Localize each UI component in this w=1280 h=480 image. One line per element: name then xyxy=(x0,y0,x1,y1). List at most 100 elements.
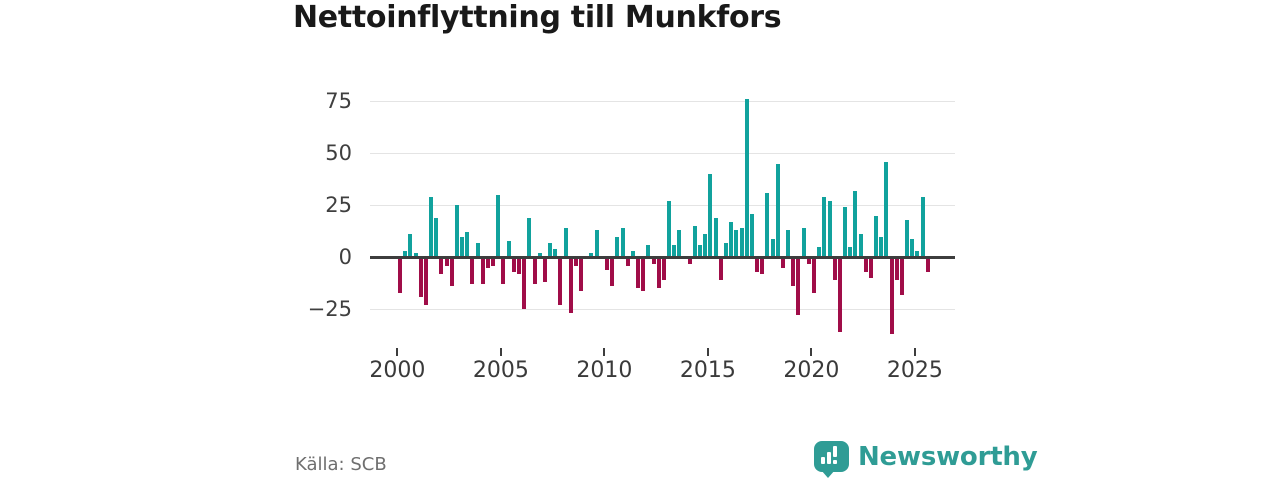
gridline xyxy=(370,308,955,310)
x-axis-label: 2005 xyxy=(472,358,529,383)
bar-positive xyxy=(454,205,459,258)
bar-positive xyxy=(620,228,625,258)
bar-positive xyxy=(770,238,775,258)
gridline xyxy=(370,100,955,102)
bar-negative xyxy=(397,257,402,293)
bar-negative xyxy=(573,257,578,266)
source-note: Källa: SCB xyxy=(295,454,387,475)
bar-positive xyxy=(858,234,863,258)
bar-negative xyxy=(610,257,615,287)
bar-positive xyxy=(920,197,925,258)
bar-negative xyxy=(687,257,692,264)
bar-negative xyxy=(522,257,527,310)
x-axis-label: 2010 xyxy=(576,358,633,383)
bar-negative xyxy=(791,257,796,287)
bar-positive xyxy=(729,221,734,258)
bar-positive xyxy=(874,215,879,258)
bar-positive xyxy=(843,207,848,258)
bar-negative xyxy=(579,257,584,291)
bar-positive xyxy=(553,248,558,258)
y-axis-label: 75 xyxy=(325,88,352,113)
bar-positive xyxy=(527,217,532,258)
bar-negative xyxy=(625,257,630,266)
bar-negative xyxy=(418,257,423,297)
bar-positive xyxy=(429,197,434,258)
bar-negative xyxy=(423,257,428,306)
bar-negative xyxy=(661,257,666,281)
bar-positive xyxy=(563,228,568,258)
bar-negative xyxy=(449,257,454,287)
bar-positive xyxy=(434,217,439,258)
bar-positive xyxy=(537,253,542,258)
bar-positive xyxy=(910,238,915,258)
bar-positive xyxy=(496,194,501,258)
bar-positive xyxy=(672,244,677,258)
bar-negative xyxy=(532,257,537,285)
bar-negative xyxy=(832,257,837,281)
bar-positive xyxy=(698,244,703,258)
bar-positive xyxy=(853,190,858,258)
x-axis-label: 2020 xyxy=(783,358,840,383)
bar-positive xyxy=(744,99,749,258)
y-axis-label: −25 xyxy=(307,296,352,321)
bar-negative xyxy=(517,257,521,274)
x-axis-tick xyxy=(706,348,709,356)
bar-positive xyxy=(677,230,682,258)
bar-negative xyxy=(755,257,760,272)
bar-negative xyxy=(806,257,811,264)
bar-positive xyxy=(884,161,889,258)
bar-positive xyxy=(749,213,754,258)
bar-positive xyxy=(801,228,806,258)
bar-negative xyxy=(718,257,723,281)
bar-positive xyxy=(827,201,832,258)
bar-negative xyxy=(796,257,801,316)
bar-positive xyxy=(594,230,599,258)
bar-positive xyxy=(465,232,470,258)
bar-negative xyxy=(485,257,490,268)
bar-positive xyxy=(460,236,465,258)
bar-negative xyxy=(491,257,496,266)
bar-negative xyxy=(889,257,894,335)
bar-positive xyxy=(403,251,408,258)
newsworthy-logo-icon xyxy=(814,441,849,478)
bar-negative xyxy=(760,257,765,274)
bar-negative xyxy=(542,257,547,283)
bar-positive xyxy=(475,242,480,258)
x-axis-label: 2000 xyxy=(369,358,426,383)
bar-negative xyxy=(480,257,485,285)
bar-positive xyxy=(765,192,770,258)
bar-negative xyxy=(470,257,475,285)
bar-positive xyxy=(817,246,822,258)
bar-negative xyxy=(868,257,873,279)
bar-positive xyxy=(413,253,418,258)
bar-negative xyxy=(604,257,609,270)
bar-positive xyxy=(408,234,413,258)
bar-positive xyxy=(724,242,728,258)
bar-positive xyxy=(630,251,635,258)
y-axis-label: 0 xyxy=(338,244,352,269)
bar-negative xyxy=(439,257,444,274)
bar-positive xyxy=(822,197,827,258)
gridline xyxy=(370,152,955,154)
bar-positive xyxy=(703,234,708,258)
bar-chart-glyph xyxy=(821,457,825,464)
bar-positive xyxy=(589,253,594,258)
bar-positive xyxy=(848,246,853,258)
zero-axis-line xyxy=(370,255,955,259)
newsworthy-brand: Newsworthy xyxy=(814,441,1038,478)
bar-negative xyxy=(651,257,656,264)
bar-negative xyxy=(656,257,661,289)
bar-positive xyxy=(879,236,884,258)
x-axis-tick xyxy=(913,348,916,356)
bar-negative xyxy=(511,257,516,272)
x-axis-tick xyxy=(396,348,399,356)
bar-positive xyxy=(692,226,697,258)
bar-negative xyxy=(894,257,899,281)
bar-negative xyxy=(444,257,449,266)
bar-positive xyxy=(739,228,744,258)
bar-positive xyxy=(734,230,739,258)
bar-negative xyxy=(811,257,816,293)
bar-positive xyxy=(506,240,511,258)
bar-positive xyxy=(786,230,791,258)
